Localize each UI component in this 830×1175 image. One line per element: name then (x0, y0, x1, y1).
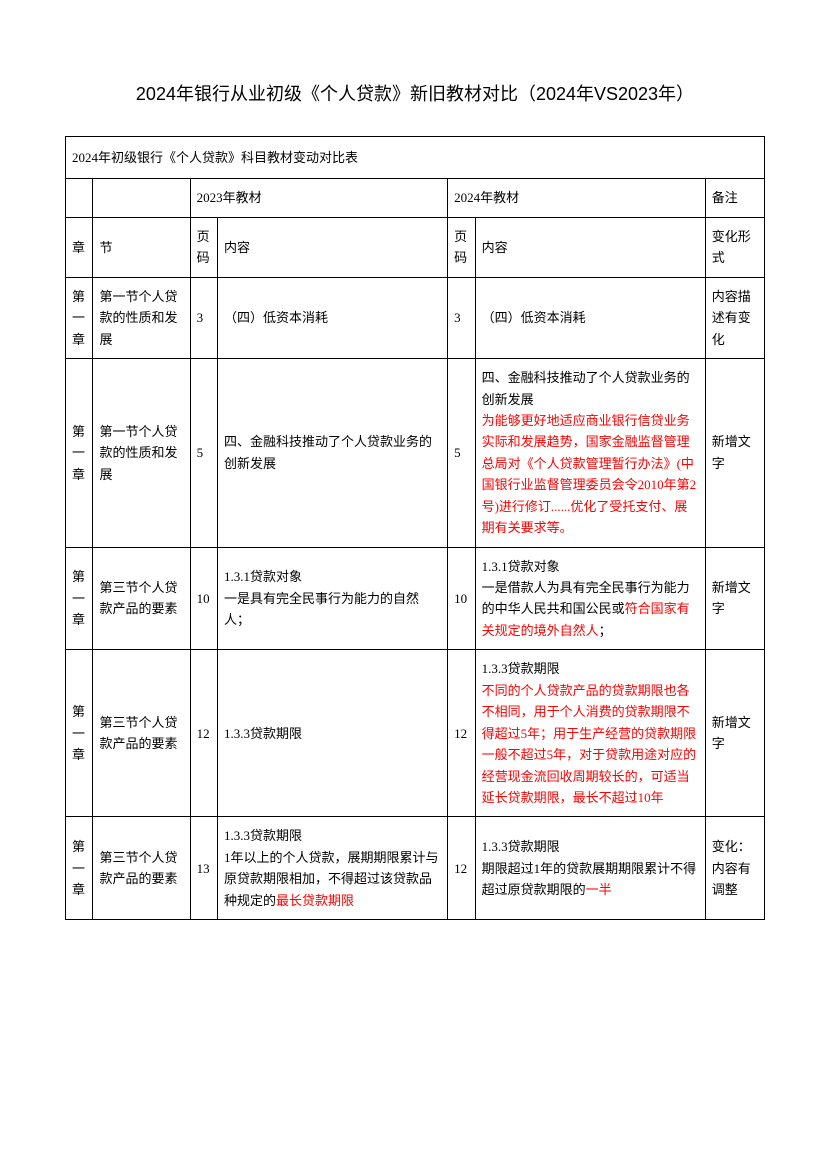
content-tail: ； (599, 623, 612, 638)
cell-section: 第三节个人贷款产品的要素 (93, 650, 190, 817)
cell-content-2023: 1.3.3贷款期限1年以上的个人贷款，展期期限累计与原贷款期限相加，不得超过该贷… (218, 817, 448, 920)
content-black: 四、金融科技推动了个人贷款业务的创新发展 (482, 370, 690, 406)
content-red: 为能够更好地适应商业银行信贷业务实际和发展趋势，国家金融监督管理总局对《个人贷款… (482, 413, 697, 535)
cell-note: 新增文字 (705, 650, 764, 817)
header-2023: 2023年教材 (190, 179, 448, 217)
cell-content-2024: 1.3.3贷款期限期限超过1年的贷款展期期限累计不得超过原贷款期限的一半 (475, 817, 705, 920)
table-row: 第一章 第三节个人贷款产品的要素 13 1.3.3贷款期限1年以上的个人贷款，展… (66, 817, 765, 920)
cell-note: 新增文字 (705, 547, 764, 650)
page-title: 2024年银行从业初级《个人贷款》新旧教材对比（2024年VS2023年） (65, 80, 765, 106)
cell-chapter: 第一章 (66, 817, 93, 920)
header-empty (93, 179, 190, 217)
cell-page-2024: 12 (448, 650, 475, 817)
cell-chapter: 第一章 (66, 650, 93, 817)
cell-content-2023: 1.3.1贷款对象一是具有完全民事行为能力的自然人； (218, 547, 448, 650)
header-page-2024: 页码 (448, 217, 475, 277)
header-content-2024: 内容 (475, 217, 705, 277)
cell-page-2023: 3 (190, 277, 217, 358)
cell-page-2024: 5 (448, 359, 475, 548)
content-red: 不同的个人贷款产品的贷款期限也各不相同，用于个人消费的贷款期限不得超过5年；用于… (482, 683, 697, 805)
cell-section: 第三节个人贷款产品的要素 (93, 817, 190, 920)
header-section: 节 (93, 217, 190, 277)
header-note: 备注 (705, 179, 764, 217)
cell-page-2024: 10 (448, 547, 475, 650)
cell-page-2023: 5 (190, 359, 217, 548)
cell-chapter: 第一章 (66, 359, 93, 548)
comparison-table: 2024年初级银行《个人贷款》科目教材变动对比表 2023年教材 2024年教材… (65, 136, 765, 920)
table-row: 第一章 第三节个人贷款产品的要素 10 1.3.1贷款对象一是具有完全民事行为能… (66, 547, 765, 650)
cell-section: 第一节个人贷款的性质和发展 (93, 359, 190, 548)
table-row: 第一章 第一节个人贷款的性质和发展 5 四、金融科技推动了个人贷款业务的创新发展… (66, 359, 765, 548)
header-chapter: 章 (66, 217, 93, 277)
cell-page-2023: 10 (190, 547, 217, 650)
header-change-type: 变化形式 (705, 217, 764, 277)
header-empty (66, 179, 93, 217)
header-row-2: 章 节 页码 内容 页码 内容 变化形式 (66, 217, 765, 277)
content-black: 1.3.3贷款期限 (482, 661, 560, 676)
cell-content-2023: 四、金融科技推动了个人贷款业务的创新发展 (218, 359, 448, 548)
cell-content-2024: （四）低资本消耗 (475, 277, 705, 358)
header-2024: 2024年教材 (448, 179, 706, 217)
cell-page-2024: 12 (448, 817, 475, 920)
cell-page-2023: 12 (190, 650, 217, 817)
content-red: 最长贷款期限 (276, 893, 354, 908)
cell-content-2024: 四、金融科技推动了个人贷款业务的创新发展为能够更好地适应商业银行信贷业务实际和发… (475, 359, 705, 548)
cell-section: 第三节个人贷款产品的要素 (93, 547, 190, 650)
cell-page-2023: 13 (190, 817, 217, 920)
content-red: 一半 (586, 882, 612, 897)
cell-section: 第一节个人贷款的性质和发展 (93, 277, 190, 358)
cell-chapter: 第一章 (66, 277, 93, 358)
cell-page-2024: 3 (448, 277, 475, 358)
cell-content-2024: 1.3.1贷款对象一是借款人为具有完全民事行为能力的中华人民共和国公民或符合国家… (475, 547, 705, 650)
table-caption-row: 2024年初级银行《个人贷款》科目教材变动对比表 (66, 137, 765, 179)
table-caption: 2024年初级银行《个人贷款》科目教材变动对比表 (66, 137, 765, 179)
cell-content-2023: （四）低资本消耗 (218, 277, 448, 358)
header-page-2023: 页码 (190, 217, 217, 277)
cell-chapter: 第一章 (66, 547, 93, 650)
header-row-1: 2023年教材 2024年教材 备注 (66, 179, 765, 217)
cell-content-2023: 1.3.3贷款期限 (218, 650, 448, 817)
cell-note: 内容描述有变化 (705, 277, 764, 358)
table-row: 第一章 第三节个人贷款产品的要素 12 1.3.3贷款期限 12 1.3.3贷款… (66, 650, 765, 817)
cell-content-2024: 1.3.3贷款期限不同的个人贷款产品的贷款期限也各不相同，用于个人消费的贷款期限… (475, 650, 705, 817)
header-content-2023: 内容 (218, 217, 448, 277)
cell-note: 新增文字 (705, 359, 764, 548)
table-row: 第一章 第一节个人贷款的性质和发展 3 （四）低资本消耗 3 （四）低资本消耗 … (66, 277, 765, 358)
cell-note: 变化：内容有调整 (705, 817, 764, 920)
